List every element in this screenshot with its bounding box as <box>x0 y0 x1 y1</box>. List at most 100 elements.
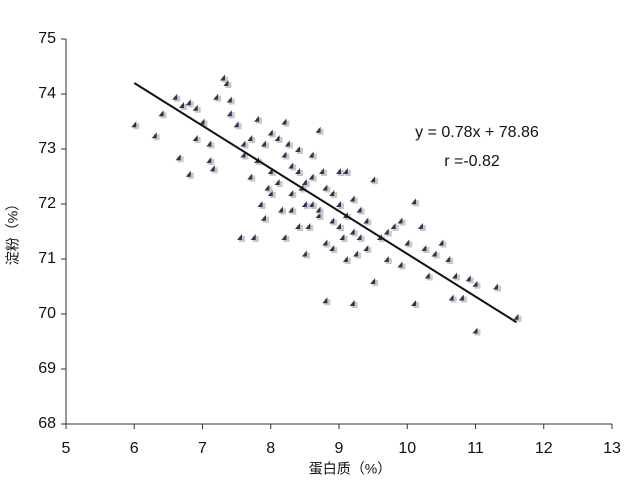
point <box>465 275 474 284</box>
x-axis-label: 蛋白质（%） <box>309 461 391 477</box>
point <box>240 140 249 149</box>
point <box>281 234 290 242</box>
point-marker <box>411 300 417 306</box>
point <box>438 239 447 248</box>
point <box>342 168 351 176</box>
point-marker <box>370 278 376 284</box>
point-marker <box>448 294 454 301</box>
point-marker <box>322 297 328 304</box>
point-marker <box>397 217 403 224</box>
point-marker <box>247 135 253 141</box>
y-tick-label: 70 <box>38 305 56 322</box>
point-marker <box>274 135 280 141</box>
point-marker <box>260 140 266 147</box>
point <box>363 245 372 253</box>
x-tick-label: 5 <box>62 440 71 457</box>
point <box>308 201 317 209</box>
point <box>274 135 283 143</box>
point <box>192 104 201 113</box>
point-marker <box>411 198 417 205</box>
trend-line <box>133 82 517 324</box>
point <box>308 151 317 160</box>
point <box>288 162 297 171</box>
y-tick-label: 72 <box>38 195 56 212</box>
point <box>260 214 269 223</box>
point-marker <box>431 250 437 257</box>
point <box>513 313 522 322</box>
point <box>247 135 256 143</box>
point <box>349 300 358 308</box>
point-marker <box>158 110 164 117</box>
point-marker <box>318 168 324 174</box>
y-tick-label: 73 <box>38 140 56 157</box>
point-marker <box>172 93 178 100</box>
point <box>383 228 392 237</box>
point-marker <box>349 228 355 235</box>
point <box>131 121 140 130</box>
point <box>185 170 194 179</box>
point-marker <box>397 261 403 268</box>
y-tick-label: 68 <box>38 415 56 432</box>
point-marker <box>284 140 290 147</box>
point-marker <box>281 151 287 158</box>
point-marker <box>192 135 198 141</box>
point <box>158 110 167 119</box>
point-marker <box>288 190 294 196</box>
point-marker <box>185 170 191 177</box>
point-marker <box>226 110 232 117</box>
point <box>458 294 467 303</box>
point <box>336 168 344 176</box>
point-marker <box>472 280 478 287</box>
point-marker <box>472 327 478 334</box>
point <box>277 206 286 215</box>
point-marker <box>404 239 410 246</box>
point-marker <box>339 234 345 240</box>
x-tick-label: 6 <box>130 440 139 457</box>
x-tick-label: 13 <box>603 440 621 457</box>
point <box>383 256 392 264</box>
point-marker <box>281 234 287 240</box>
point-marker <box>264 184 270 191</box>
point-marker <box>322 239 328 246</box>
point-marker <box>329 217 335 224</box>
point-marker <box>336 201 341 207</box>
point <box>301 250 310 259</box>
point <box>411 300 420 308</box>
point-marker <box>308 151 314 158</box>
point-marker <box>206 157 212 163</box>
y-tick-label: 71 <box>38 250 56 267</box>
point-marker <box>513 313 519 320</box>
point-marker <box>192 104 198 111</box>
point <box>315 206 324 215</box>
point-marker <box>452 272 458 279</box>
point-marker <box>342 168 348 174</box>
point-marker <box>288 206 294 213</box>
point-marker <box>277 206 283 213</box>
point <box>329 217 338 226</box>
point-marker <box>336 168 341 174</box>
point-marker <box>226 96 232 103</box>
point <box>254 115 263 124</box>
point <box>209 165 218 174</box>
point-marker <box>260 214 266 221</box>
point-marker <box>301 201 307 207</box>
point <box>353 250 362 259</box>
point <box>175 154 184 163</box>
point-marker <box>417 223 423 229</box>
y-axis-label: 淀粉（%） <box>5 197 21 265</box>
point-marker <box>308 173 314 180</box>
point <box>172 93 181 102</box>
point-marker <box>305 223 311 229</box>
point <box>322 184 331 193</box>
point-marker <box>237 234 243 240</box>
point-marker <box>175 154 181 161</box>
point <box>329 190 338 198</box>
point <box>448 294 457 303</box>
point <box>318 168 327 176</box>
point <box>349 195 358 204</box>
point-marker <box>206 140 212 147</box>
point-marker <box>254 115 260 122</box>
point-marker <box>492 283 498 290</box>
point <box>472 327 481 336</box>
point <box>363 217 372 226</box>
